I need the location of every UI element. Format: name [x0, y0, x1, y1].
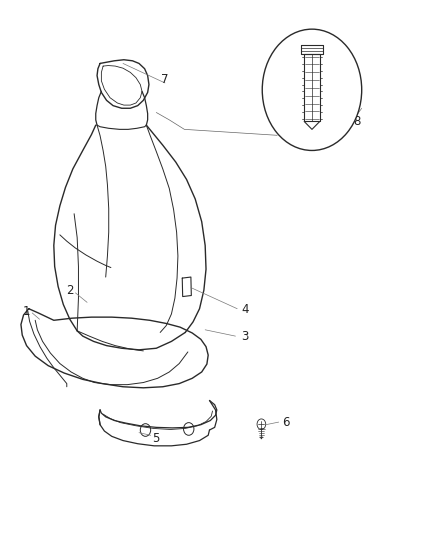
Text: 4: 4 [241, 303, 249, 316]
Text: 8: 8 [354, 115, 361, 128]
Text: 6: 6 [282, 416, 290, 429]
Text: 2: 2 [66, 284, 74, 297]
Text: 5: 5 [152, 432, 160, 446]
Text: 3: 3 [241, 329, 249, 343]
Circle shape [262, 29, 362, 150]
Text: 1: 1 [23, 305, 30, 318]
Text: 7: 7 [161, 73, 169, 86]
